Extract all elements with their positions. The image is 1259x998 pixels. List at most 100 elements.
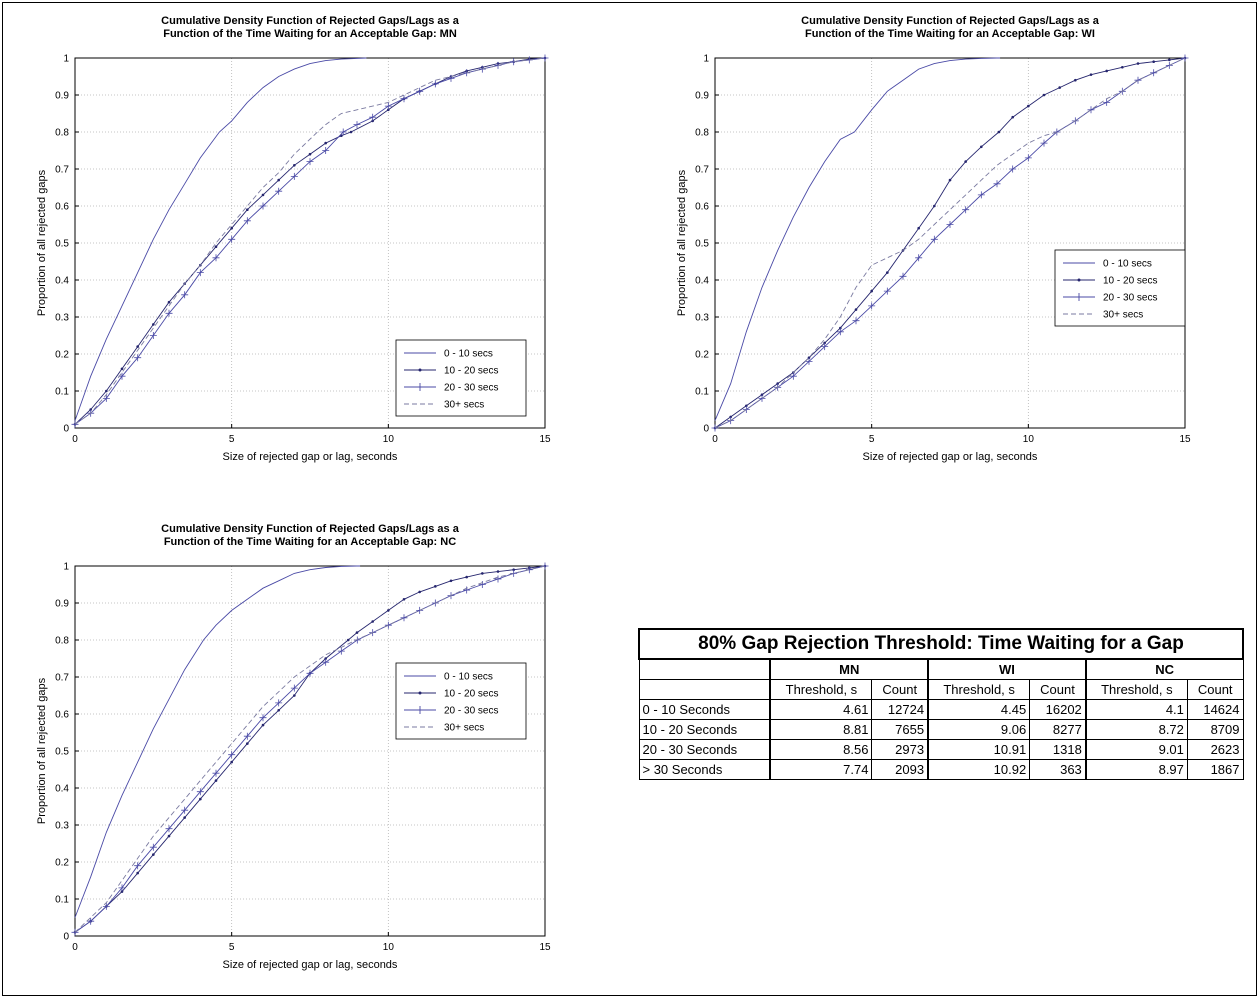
series-point <box>212 769 220 777</box>
x-tick-label: 15 <box>539 942 551 953</box>
y-tick-label: 0.2 <box>695 350 709 361</box>
threshold-table: 80% Gap Rejection Threshold: Time Waitin… <box>638 628 1244 780</box>
y-tick-label: 0.7 <box>55 673 69 684</box>
cell-value: 2093 <box>871 759 929 780</box>
cell-value: 14624 <box>1186 699 1244 720</box>
series-point <box>261 723 265 727</box>
series-point <box>87 917 95 925</box>
series-point <box>277 709 280 712</box>
series-point <box>541 562 549 570</box>
series-point <box>324 657 327 660</box>
series-point <box>384 621 392 629</box>
y-tick-label: 0.1 <box>55 895 69 906</box>
series-point <box>337 647 345 655</box>
table-row: 20 - 30 Seconds 8.56 2973 10.91 1318 9.0… <box>638 739 1244 760</box>
series-point <box>152 323 155 326</box>
series-line-3 <box>74 565 546 933</box>
series-point <box>149 332 157 339</box>
legend-label: 0 - 10 secs <box>444 672 493 683</box>
series-point <box>349 130 353 134</box>
series-point <box>290 172 298 180</box>
series-point <box>275 187 283 195</box>
legend-marker <box>416 706 424 714</box>
x-axis-label: Size of rejected gap or lag, seconds <box>223 959 398 971</box>
series-point <box>1042 93 1046 97</box>
cell-value: 4.45 <box>927 699 1031 720</box>
series-point <box>1136 62 1140 65</box>
series-point <box>387 108 390 112</box>
series-point <box>400 614 408 622</box>
chart-title-line: Cumulative Density Function of Rejected … <box>801 15 1100 27</box>
series-point <box>870 289 873 293</box>
series-point <box>1121 65 1124 69</box>
series-point <box>102 394 110 402</box>
series-point <box>322 658 330 666</box>
y-tick-label: 0.3 <box>55 313 69 324</box>
y-axis-label: Proportion of all rejected gaps <box>676 169 688 316</box>
legend-marker <box>418 691 422 695</box>
table-row: > 30 Seconds 7.74 2093 10.92 363 8.97 18… <box>638 759 1244 780</box>
series-point <box>1103 98 1111 106</box>
y-tick-label: 0 <box>703 424 709 435</box>
x-axis-label: Size of rejected gap or lag, seconds <box>863 451 1038 463</box>
legend: 0 - 10 secs 10 - 20 secs 20 - 30 secs 30+ s… <box>395 662 527 740</box>
legend-label: 10 - 20 secs <box>444 366 498 377</box>
series-point <box>1058 86 1061 89</box>
legend-label: 30+ secs <box>1103 310 1143 321</box>
y-tick-label: 0.6 <box>55 202 69 213</box>
series-point <box>181 806 189 814</box>
series-line-0 <box>74 565 361 918</box>
cell-value: 8.56 <box>769 739 873 760</box>
legend-label: 20 - 30 secs <box>1103 293 1157 304</box>
y-tick-label: 0.4 <box>55 784 69 795</box>
cell-value: 12724 <box>871 699 929 720</box>
series-point <box>980 145 983 149</box>
series-point <box>212 254 220 262</box>
series-point <box>290 684 298 692</box>
cell-value: 8.97 <box>1084 759 1188 780</box>
series-point <box>152 853 155 856</box>
cell-value: 8709 <box>1186 719 1244 740</box>
cell-value: 10.92 <box>927 759 1031 780</box>
x-tick-label: 5 <box>229 942 235 953</box>
cell-value: 8.72 <box>1084 719 1188 740</box>
series-point <box>1089 73 1093 76</box>
table-corner-cell <box>638 658 771 680</box>
series-point <box>964 160 967 163</box>
series-point <box>228 751 236 759</box>
series-point <box>243 732 251 740</box>
series-point <box>510 569 518 577</box>
cell-value: 7.74 <box>769 759 873 780</box>
y-tick-label: 0.1 <box>55 387 69 398</box>
legend-marker <box>418 368 422 372</box>
series-point <box>418 590 421 594</box>
series-point <box>322 147 330 154</box>
legend-label: 30+ secs <box>444 723 484 734</box>
series-point <box>371 620 374 623</box>
series-point <box>1105 69 1108 73</box>
y-tick-label: 0.5 <box>55 239 69 250</box>
series-point <box>293 694 296 697</box>
cell-value: 2623 <box>1186 739 1244 760</box>
series-point <box>181 291 189 299</box>
series-point <box>997 130 1001 134</box>
series-point <box>384 102 392 110</box>
subheader-count: Count <box>1029 679 1087 700</box>
y-tick-label: 0.8 <box>695 128 709 139</box>
series-point <box>1011 115 1014 119</box>
subheader-count: Count <box>1186 679 1244 700</box>
subheader-threshold: Threshold, s <box>927 679 1031 700</box>
series-point <box>993 180 1001 188</box>
series-line-3 <box>714 57 1186 429</box>
series-point <box>136 871 139 875</box>
x-tick-label: 0 <box>72 434 78 445</box>
x-tick-label: 0 <box>72 942 78 953</box>
y-tick-label: 0.6 <box>55 710 69 721</box>
series-point <box>183 816 186 819</box>
series-point <box>434 585 437 588</box>
series-point <box>1150 69 1158 77</box>
y-tick-label: 0.1 <box>695 387 709 398</box>
series-point <box>465 575 468 579</box>
legend-label: 20 - 30 secs <box>444 706 498 717</box>
series-point <box>134 354 142 362</box>
